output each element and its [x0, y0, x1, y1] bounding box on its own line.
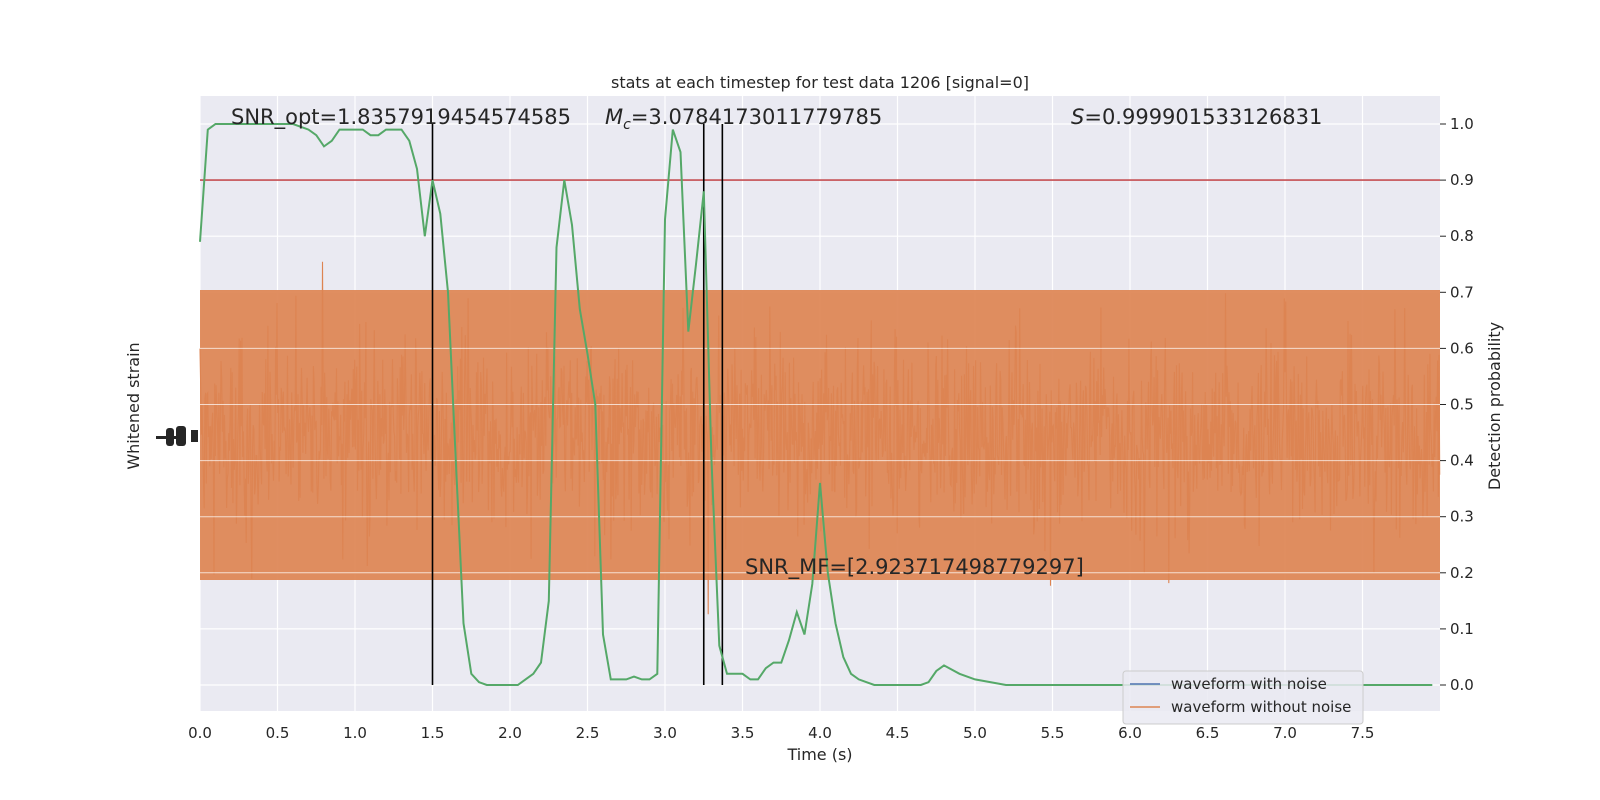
s-symbol: S	[1071, 105, 1084, 129]
s-value: =0.999901533126831	[1084, 105, 1322, 129]
chirp-mass-subscript: c	[623, 117, 631, 133]
legend-label-without-noise: waveform without noise	[1171, 698, 1351, 716]
y-tick-label: 0.9	[1450, 171, 1474, 189]
x-axis-ticks: 0.0 0.5 1.0 1.5 2.0 2.5 3.0 3.5 4.0 4.5 5.0 5.5 6.0 6…	[188, 724, 1374, 742]
detection-probability-series	[199, 123, 1433, 686]
y-tick-label: 0.3	[1450, 508, 1474, 526]
x-tick-label: 1.5	[421, 724, 445, 742]
y-axis-label-left: Whitened strain	[124, 342, 143, 469]
x-tick-label: 6.5	[1196, 724, 1220, 742]
left-axis-tick-cluster	[156, 426, 198, 446]
chart-title: stats at each timestep for test data 120…	[611, 73, 1029, 92]
x-tick-label: 0.0	[188, 724, 212, 742]
y-tick-label: 0.7	[1450, 283, 1474, 301]
detection-probability-line	[199, 123, 1433, 686]
y-axis-label-right: Detection probability	[1485, 322, 1504, 490]
x-tick-label: 7.0	[1273, 724, 1297, 742]
snr-mf-annotation: SNR_MF=[2.923717498779297]	[745, 555, 1084, 580]
legend: waveform with noise waveform without noi…	[1122, 670, 1364, 725]
x-tick-label: 5.5	[1041, 724, 1065, 742]
x-tick-label: 4.0	[808, 724, 832, 742]
x-tick-label: 7.5	[1351, 724, 1375, 742]
x-tick-label: 2.0	[498, 724, 522, 742]
y-tick-label: 0.0	[1450, 676, 1474, 694]
y-tick-label: 0.2	[1450, 564, 1474, 582]
snr-opt-annotation: SNR_opt=1.8357919454574585	[231, 105, 571, 130]
x-tick-label: 3.0	[653, 724, 677, 742]
x-tick-label: 0.5	[266, 724, 290, 742]
s-annotation: S=0.999901533126831	[1071, 105, 1322, 129]
x-tick-label: 6.0	[1118, 724, 1142, 742]
y-tick-label: 0.1	[1450, 620, 1474, 638]
legend-box	[1122, 670, 1364, 725]
strain-waveform-line	[199, 261, 1441, 615]
x-tick-label: 3.5	[731, 724, 755, 742]
x-tick-label: 5.0	[963, 724, 987, 742]
x-tick-label: 1.0	[343, 724, 367, 742]
y-tick-label: 0.6	[1450, 339, 1474, 357]
x-tick-label: 2.5	[576, 724, 600, 742]
chirp-mass-value: =3.0784173011779785	[631, 105, 882, 129]
y-tick-label: 0.8	[1450, 227, 1474, 245]
x-axis-label: Time (s)	[786, 745, 852, 764]
y-tick-label: 0.4	[1450, 452, 1474, 470]
y-tick-label: 0.5	[1450, 396, 1474, 414]
y-axis-ticks-right: 0.0 0.1 0.2 0.3 0.4 0.5 0.6 0.7 0.8 0.9 1.0	[1440, 115, 1474, 694]
chirp-mass-annotation: Mc=3.0784173011779785	[605, 105, 882, 133]
x-tick-label: 4.5	[886, 724, 910, 742]
strain-waveform-series	[199, 261, 1441, 615]
legend-label-with-noise: waveform with noise	[1171, 675, 1327, 693]
chirp-mass-symbol: M	[605, 105, 623, 129]
y-tick-label: 1.0	[1450, 115, 1474, 133]
